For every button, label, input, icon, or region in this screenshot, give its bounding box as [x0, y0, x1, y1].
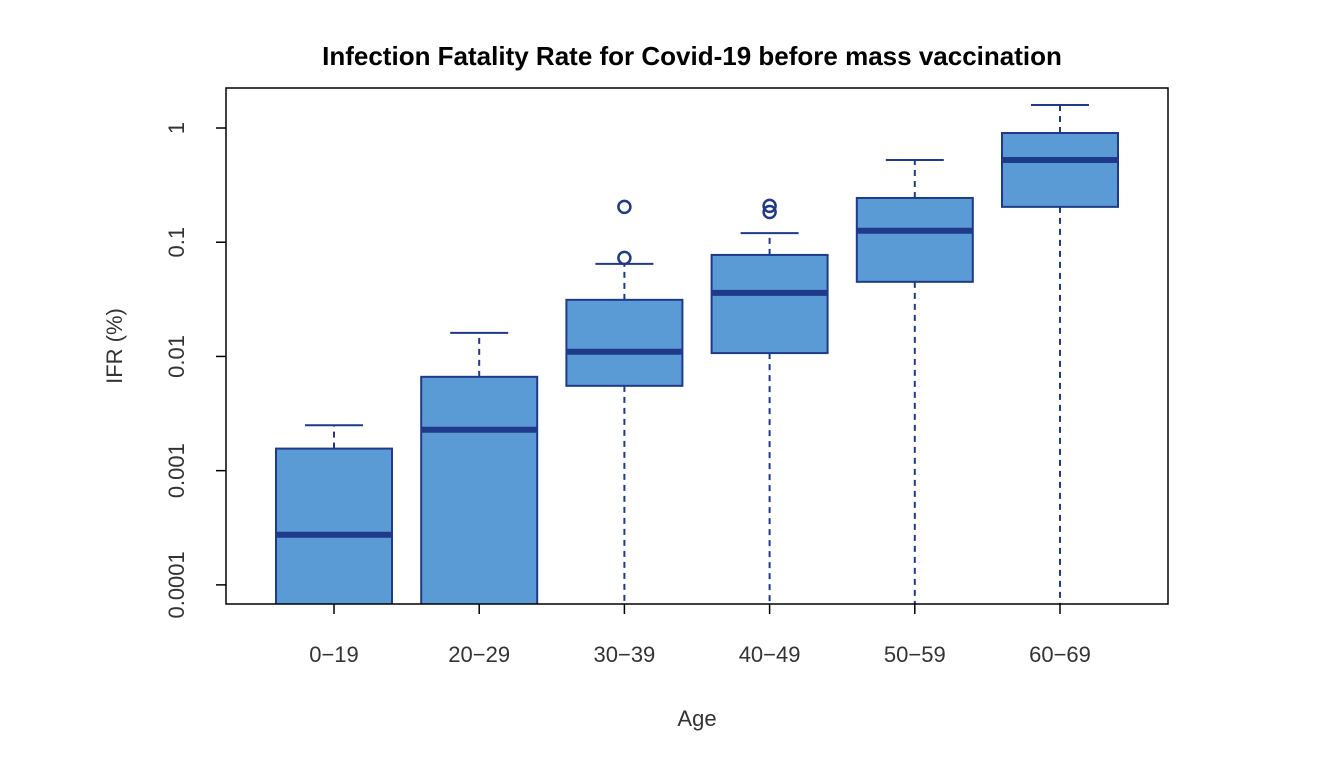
box — [855, 196, 974, 283]
y-axis-label: IFR (%) — [102, 308, 127, 384]
outlier — [762, 204, 777, 220]
box — [565, 298, 684, 387]
y-tick-label: 0.01 — [164, 335, 189, 378]
x-tick-label: 30−39 — [594, 642, 656, 667]
box — [420, 375, 539, 604]
x-axis-label: Age — [677, 706, 716, 731]
y-tick-label: 0.0001 — [164, 551, 189, 618]
y-tick-label: 0.1 — [164, 227, 189, 258]
box — [710, 253, 829, 355]
x-tick-label: 50−59 — [884, 642, 946, 667]
plot-frame — [225, 87, 1169, 605]
x-tick-label: 40−49 — [739, 642, 801, 667]
x-tick-label: 0−19 — [309, 642, 359, 667]
y-tick-label: 0.001 — [164, 443, 189, 498]
outlier — [617, 199, 632, 215]
outlier — [617, 250, 632, 266]
x-tick-label: 60−69 — [1029, 642, 1091, 667]
y-tick-label: 1 — [164, 122, 189, 134]
plot-area — [275, 104, 1119, 604]
x-tick-label: 20−29 — [448, 642, 510, 667]
box — [1001, 132, 1119, 208]
chart-title: Infection Fatality Rate for Covid-19 bef… — [322, 41, 1062, 71]
outlier — [762, 198, 777, 214]
